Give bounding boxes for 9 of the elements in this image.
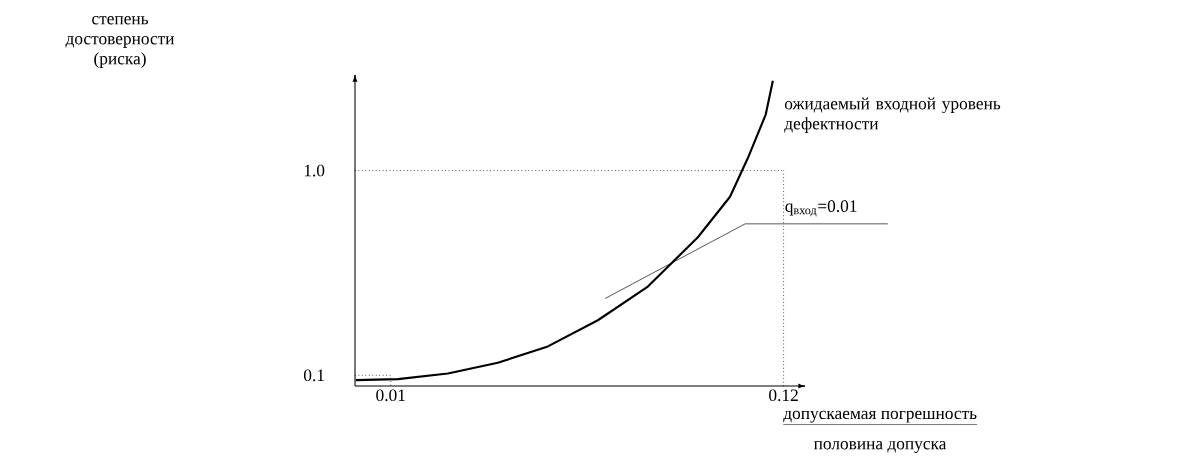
annotation: q$_{вход}$=0.01 [785, 200, 857, 217]
x-axis-title: допускаемая погрешность [783, 410, 977, 423]
y-tick-label: 1.0 [304, 164, 325, 177]
x-tick-label: 0.12 [769, 389, 798, 402]
text: степень достоверности (риска) [65, 16, 175, 68]
y-tick-label: 0.1 [303, 369, 324, 382]
text: половина допуска [813, 441, 947, 453]
series-label: ожидаемый входной уровень дефектности [784, 97, 1001, 133]
x-tick-label: 0.01 [376, 389, 405, 402]
